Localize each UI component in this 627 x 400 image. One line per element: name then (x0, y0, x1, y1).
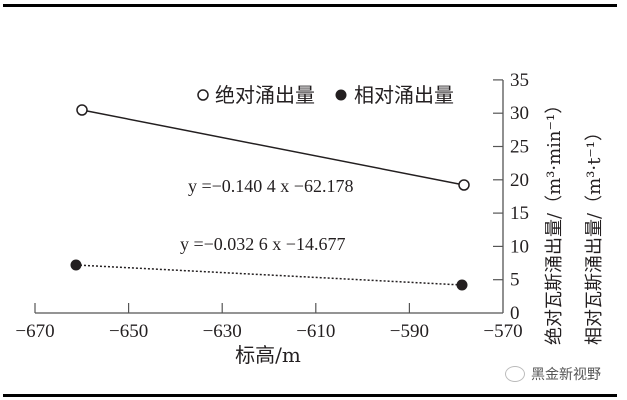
y-ticks: 0 5 10 15 20 25 30 35 (493, 70, 529, 324)
legend-rel: 相对涌出量 (354, 83, 454, 107)
top-rule (3, 4, 617, 7)
series-absolute-line (81, 109, 465, 186)
wechat-icon (505, 366, 525, 382)
svg-text:−670: −670 (15, 321, 54, 342)
y-axis-label-abs: 绝对瓦斯涌出量/（m³·min⁻¹） (544, 96, 565, 345)
equation-rel: y =−0.032 6 x −14.677 (180, 234, 345, 254)
point-open (76, 104, 88, 116)
svg-text:−650: −650 (109, 321, 148, 342)
svg-text:−570: −570 (483, 321, 522, 342)
x-ticks: −670 −650 −630 −610 −590 −570 (15, 303, 523, 342)
svg-text:20: 20 (510, 170, 529, 191)
point-filled (456, 279, 468, 291)
svg-text:10: 10 (510, 236, 529, 257)
watermark: 黑金新视野 (505, 364, 601, 384)
svg-text:5: 5 (510, 270, 520, 291)
watermark-text: 黑金新视野 (531, 367, 601, 383)
svg-text:30: 30 (510, 103, 529, 124)
svg-text:35: 35 (510, 70, 529, 91)
series-relative-line (75, 264, 463, 286)
bottom-rule (3, 394, 617, 397)
legend-open-marker (197, 89, 209, 101)
point-open (458, 179, 470, 191)
svg-text:−610: −610 (296, 321, 335, 342)
equation-abs: y =−0.140 4 x −62.178 (188, 176, 353, 196)
legend-abs: 绝对涌出量 (215, 83, 315, 107)
y-axis-label-rel: 相对瓦斯涌出量/（m³·t⁻¹） (584, 123, 605, 345)
point-filled (70, 259, 82, 271)
svg-text:15: 15 (510, 203, 529, 224)
svg-text:−590: −590 (390, 321, 429, 342)
legend-filled-marker (335, 89, 347, 101)
x-axis-label: 标高/m (235, 343, 301, 367)
svg-text:25: 25 (510, 137, 529, 158)
svg-text:−630: −630 (203, 321, 242, 342)
svg-text:0: 0 (510, 303, 520, 324)
